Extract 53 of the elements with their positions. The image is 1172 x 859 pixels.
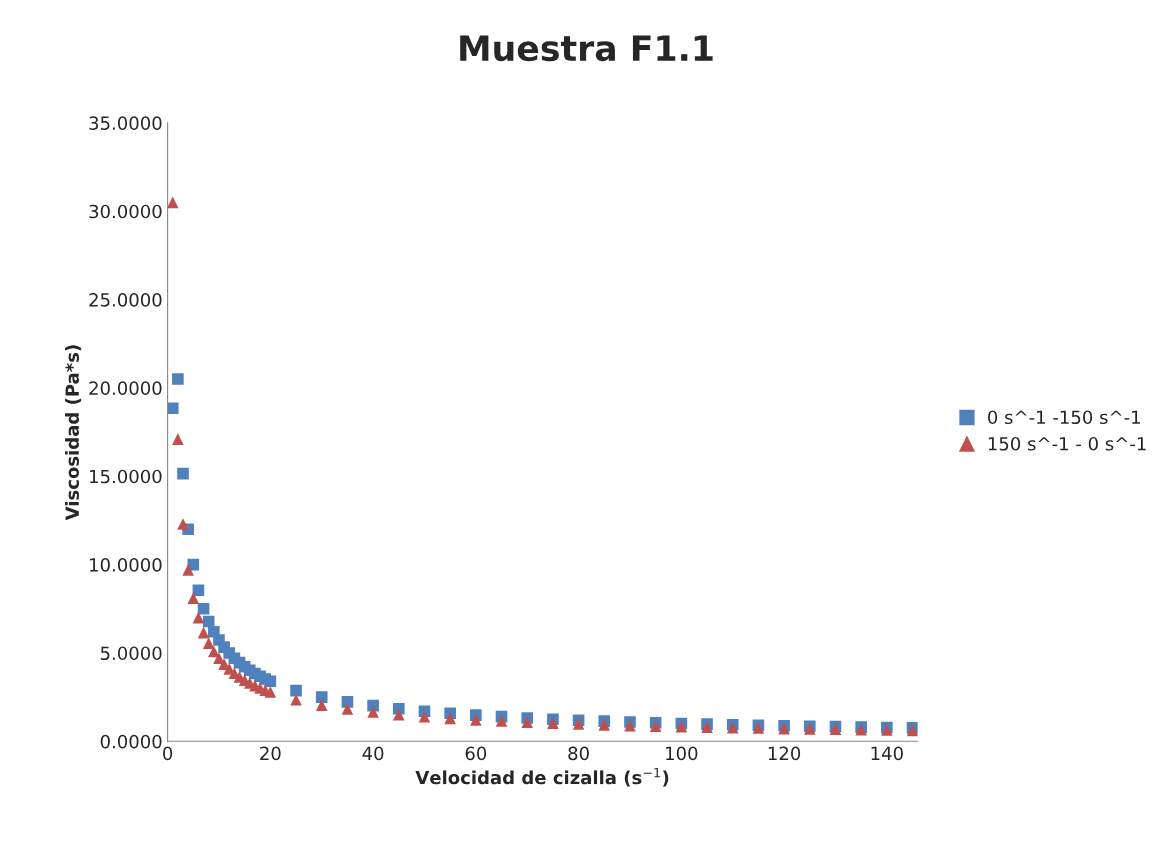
point	[167, 196, 179, 209]
point	[649, 720, 662, 732]
x-tick-label: 0	[163, 746, 173, 761]
x-axis-title: Velocidad de cizalla (s$^{−1}$)	[415, 767, 669, 787]
x-tick-label: 60	[465, 746, 487, 761]
point	[290, 693, 302, 706]
point	[547, 717, 559, 729]
point	[167, 402, 179, 415]
point	[187, 592, 200, 604]
point	[197, 626, 210, 639]
point	[315, 691, 328, 703]
y-axis-title: Viscosidad (Pa*s)	[65, 345, 82, 521]
y-tick-label: 20.0000	[89, 381, 162, 396]
point	[392, 708, 405, 721]
point	[177, 467, 189, 480]
chart-title: Muestra F1.1	[460, 35, 713, 62]
point	[418, 710, 431, 723]
legend-label: 0 s^-1 -150 s^-1	[988, 410, 1140, 425]
x-tick-label: 140	[871, 746, 903, 761]
point	[264, 686, 277, 698]
x-tick-label: 20	[260, 746, 281, 761]
point	[444, 712, 456, 725]
point	[341, 703, 354, 715]
x-tick-label: 120	[768, 746, 801, 761]
point	[172, 433, 184, 445]
x-tick-label: 40	[362, 746, 384, 761]
point	[521, 716, 534, 729]
point	[192, 584, 205, 597]
y-tick-label: 15.0000	[90, 469, 162, 484]
point	[202, 615, 215, 628]
point	[182, 564, 194, 576]
point	[572, 718, 585, 730]
y-tick-label: 0.0000	[100, 734, 162, 749]
y-tick-label: 5.0000	[100, 646, 162, 661]
point	[598, 719, 611, 731]
point	[264, 675, 277, 688]
point	[177, 518, 189, 530]
x-tick-label: 80	[568, 746, 589, 761]
point	[367, 706, 379, 718]
x-tick-label: 100	[666, 746, 698, 761]
legend-label: 150 s^-1 - 0 s^-1	[988, 436, 1146, 451]
point	[192, 611, 205, 624]
point	[290, 684, 302, 697]
point	[495, 715, 508, 727]
point	[315, 699, 328, 711]
point	[197, 602, 210, 615]
y-tick-label: 30.0000	[89, 204, 162, 219]
point	[202, 637, 215, 649]
y-tick-label: 10.0000	[90, 558, 162, 572]
point	[172, 373, 184, 385]
point	[470, 714, 482, 726]
y-tick-label: 35.0000	[89, 116, 162, 130]
y-tick-label: 25.0000	[89, 293, 162, 307]
